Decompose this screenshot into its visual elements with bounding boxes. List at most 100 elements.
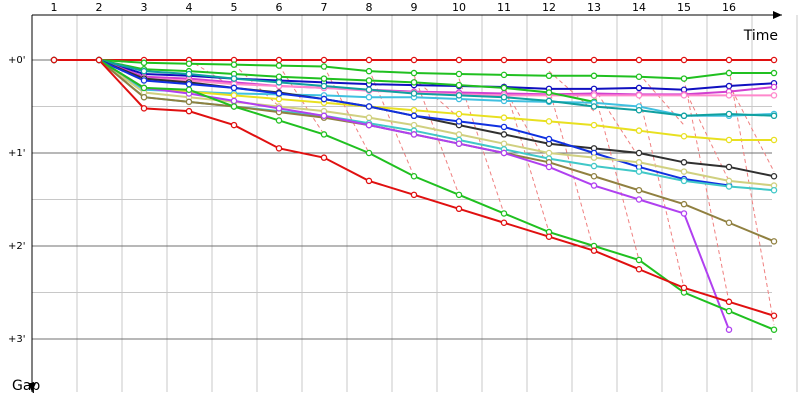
data-point: [770, 172, 778, 180]
data-point: [725, 177, 733, 185]
pit-stop-line: [728, 83, 775, 172]
x-tick-label: 10: [452, 1, 466, 14]
data-point: [230, 121, 238, 129]
data-point: [680, 200, 688, 208]
data-point: [320, 82, 328, 90]
data-point: [455, 140, 463, 147]
data-point: [635, 84, 643, 92]
data-point: [635, 159, 643, 166]
x-tick-label: 4: [186, 1, 193, 14]
data-point: [365, 114, 373, 121]
data-point: [140, 105, 148, 112]
data-point: [365, 77, 373, 84]
data-point: [545, 135, 553, 143]
y-axis-title: Gap: [12, 378, 40, 394]
data-point: [455, 191, 463, 199]
data-point: [50, 56, 58, 64]
x-tick-label: 8: [366, 1, 373, 14]
data-point: [500, 56, 508, 64]
data-point: [770, 136, 778, 144]
data-point: [275, 95, 283, 103]
data-point: [365, 56, 373, 64]
data-point: [635, 256, 643, 264]
data-point: [545, 72, 553, 80]
data-point: [725, 183, 733, 190]
data-point: [365, 121, 373, 129]
data-point: [455, 131, 463, 138]
data-point: [275, 56, 283, 64]
data-point: [275, 105, 283, 112]
data-point: [545, 97, 553, 105]
data-point: [725, 326, 733, 333]
data-point: [725, 69, 733, 77]
data-point: [275, 73, 283, 80]
data-point: [725, 307, 733, 315]
data-point: [725, 163, 733, 171]
x-tick-label: 11: [497, 1, 511, 14]
data-point: [365, 103, 373, 110]
data-point: [680, 168, 688, 175]
y-tick-label: +0': [8, 55, 26, 66]
data-point: [770, 56, 778, 64]
data-point: [410, 172, 418, 180]
x-axis-arrow: [773, 11, 782, 19]
data-point: [410, 106, 418, 114]
pit-stop-line: [638, 73, 685, 126]
data-point: [770, 83, 778, 91]
data-point: [545, 118, 553, 125]
data-point: [410, 112, 418, 120]
data-point: [770, 312, 778, 319]
data-point: [590, 154, 598, 161]
x-tick-label: 9: [411, 1, 418, 14]
y-tick-label: +1': [8, 148, 26, 159]
data-point: [500, 131, 508, 138]
data-point: [635, 92, 643, 99]
data-point: [590, 121, 598, 129]
data-point: [365, 177, 373, 185]
data-point: [590, 162, 598, 170]
data-point: [725, 219, 733, 226]
data-point: [410, 69, 418, 77]
data-point: [320, 56, 328, 64]
data-point: [140, 93, 148, 101]
data-point: [725, 110, 733, 118]
data-point: [275, 90, 283, 97]
data-point: [500, 93, 508, 101]
data-point: [725, 136, 733, 144]
data-point: [590, 72, 598, 80]
pit-stop-line: [728, 69, 775, 326]
data-point: [680, 284, 688, 292]
data-point: [275, 145, 283, 152]
data-point: [455, 110, 463, 118]
data-point: [275, 79, 283, 86]
x-tick-label: 7: [321, 1, 328, 14]
data-point: [680, 56, 688, 64]
y-tick-label: +3': [8, 334, 26, 345]
data-point: [590, 92, 598, 99]
data-point: [500, 123, 508, 131]
x-tick-label: 3: [141, 1, 148, 14]
data-point: [410, 56, 418, 64]
data-point: [320, 63, 328, 70]
data-point: [680, 159, 688, 166]
data-point: [635, 56, 643, 64]
data-point: [230, 92, 238, 99]
data-point: [680, 177, 688, 185]
data-point: [500, 140, 508, 147]
data-point: [590, 182, 598, 189]
data-point: [590, 172, 598, 180]
data-point: [500, 84, 508, 92]
data-point: [635, 127, 643, 134]
data-point: [635, 168, 643, 175]
data-point: [140, 77, 148, 84]
pit-stop-line: [458, 78, 505, 214]
data-point: [410, 121, 418, 129]
data-point: [230, 84, 238, 92]
data-point: [320, 112, 328, 120]
x-tick-label: 12: [542, 1, 556, 14]
data-point: [770, 69, 778, 77]
data-point: [635, 73, 643, 80]
data-point: [320, 75, 328, 82]
data-point: [680, 133, 688, 140]
data-point: [680, 92, 688, 99]
